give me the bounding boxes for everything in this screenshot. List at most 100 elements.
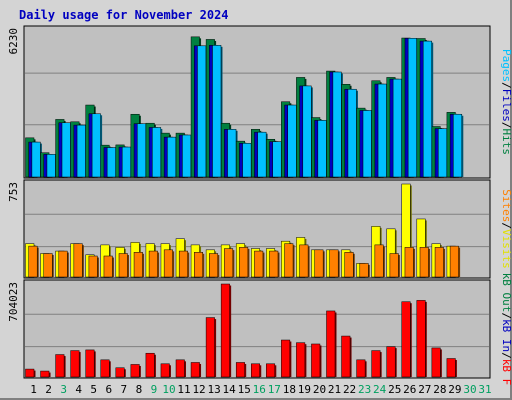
x-tick-label: 8: [136, 383, 143, 396]
bar-sites-day-6: [103, 255, 113, 278]
legend-item: Hits: [500, 129, 512, 156]
bar-kb-f-day-25: [386, 346, 396, 378]
legend-item: Pages: [500, 49, 512, 82]
bar-sites-day-5: [88, 255, 98, 278]
bar-kb-f-day-26: [401, 301, 411, 378]
x-tick-label: 27: [418, 383, 431, 396]
x-tick-label: 10: [162, 383, 175, 396]
x-tick-label: 26: [403, 383, 416, 396]
bar-sites-day-28: [434, 247, 444, 278]
bar-kb-f-day-4: [70, 350, 80, 378]
bar-kb-f-day-17: [266, 363, 276, 378]
legend-separator: /: [500, 122, 512, 129]
bar-sites-day-8: [133, 252, 143, 278]
bar-pages-day-29: [453, 113, 463, 178]
legend-separator: /: [500, 82, 512, 89]
bar-kb-f-day-23: [356, 359, 366, 378]
bar-kb-f-day-27: [416, 300, 426, 378]
legend-kb: kB Out/kB In/kB F: [500, 273, 512, 386]
bar-sites-day-9: [148, 250, 158, 278]
x-tick-label: 9: [151, 383, 158, 396]
bar-kb-f-day-14: [220, 283, 230, 378]
x-tick-label: 7: [121, 383, 128, 396]
bar-kb-f-day-18: [281, 339, 291, 378]
bar-pages-day-17: [272, 141, 282, 178]
bar-kb-f-day-15: [235, 362, 245, 378]
bar-kb-f-day-2: [40, 370, 50, 378]
bar-sites-day-15: [239, 247, 249, 278]
x-tick-label: 15: [238, 383, 251, 396]
bar-kb-f-day-5: [85, 349, 95, 378]
bar-sites-day-1: [28, 245, 38, 278]
bar-sites-day-27: [419, 247, 429, 278]
bar-pages-day-1: [31, 141, 41, 178]
bar-sites-day-2: [43, 253, 53, 278]
bar-pages-day-18: [287, 104, 297, 178]
x-tick-label: 23: [358, 383, 371, 396]
bar-sites-day-24: [374, 244, 384, 278]
bar-pages-day-14: [227, 129, 237, 178]
bar-pages-day-3: [61, 122, 71, 178]
legend-item: kB In: [500, 319, 512, 352]
panel-hits-files-pages: 6230 Pages/Files/Hits: [7, 25, 512, 179]
bar-kb-f-day-19: [296, 342, 306, 378]
x-tick-label: 2: [45, 383, 52, 396]
bar-sites-day-20: [314, 249, 324, 278]
bar-pages-day-19: [302, 85, 312, 178]
bar-kb-f-day-12: [190, 362, 200, 378]
bar-sites-day-7: [118, 253, 128, 278]
legend-visits-sites: Sites/Visits: [500, 189, 512, 269]
bar-pages-day-8: [137, 123, 146, 178]
bar-kb-f-day-20: [311, 343, 321, 378]
x-tick-label: 31: [478, 383, 491, 396]
panel-kb: 704023 kB Out/kB In/kB F: [7, 273, 512, 386]
chart-panels: 6230 Pages/Files/Hits 753 Sites/Visits70402…: [7, 25, 512, 386]
y-axis-max-label: 6230: [7, 28, 20, 55]
x-tick-label: 18: [283, 383, 296, 396]
legend-separator: /: [500, 352, 512, 359]
bar-pages-day-27: [422, 40, 432, 178]
x-tick-label: 14: [223, 383, 237, 396]
bar-pages-day-2: [46, 154, 56, 178]
x-tick-label: 21: [328, 383, 341, 396]
bar-kb-f-day-29: [446, 358, 456, 378]
bar-pages-day-20: [317, 120, 327, 178]
bar-pages-day-7: [121, 146, 131, 178]
bar-kb-f-day-24: [371, 350, 381, 378]
bar-sites-day-25: [389, 253, 399, 278]
bar-sites-day-23: [359, 263, 369, 278]
bar-pages-day-24: [377, 83, 387, 178]
bar-kb-f-day-9: [145, 352, 155, 378]
x-tick-label: 4: [75, 383, 82, 396]
bar-pages-day-5: [91, 113, 101, 178]
bar-sites-day-22: [344, 252, 354, 278]
x-tick-label: 20: [313, 383, 326, 396]
x-axis-labels: 1 2 3 4 5 6 7 8 9 10 11 12 13 14 15 16 17 18 19 20 21 22 23 24 2…: [30, 383, 491, 396]
x-tick-label: 22: [343, 383, 356, 396]
bar-sites-day-17: [269, 250, 279, 278]
x-tick-label: 5: [90, 383, 97, 396]
bar-pages-day-28: [438, 128, 447, 178]
bar-sites-day-26: [404, 247, 414, 278]
panel-visits-sites: 753 Sites/Visits: [7, 179, 512, 279]
bar-pages-day-21: [332, 71, 342, 178]
legend-hits-files-pages: Pages/Files/Hits: [500, 49, 512, 155]
bar-sites-day-19: [299, 244, 309, 278]
legend-separator: /: [500, 312, 512, 319]
bar-pages-day-10: [167, 136, 177, 178]
x-tick-label: 17: [268, 383, 281, 396]
bar-kb-f-day-10: [160, 363, 170, 378]
bar-pages-day-12: [197, 45, 207, 178]
bar-sites-day-18: [284, 243, 294, 278]
bar-kb-f-day-28: [431, 347, 441, 378]
bar-kb-f-day-3: [55, 354, 65, 378]
bar-kb-f-day-22: [341, 335, 351, 378]
bar-pages-day-6: [106, 147, 116, 178]
legend-separator: /: [500, 222, 512, 229]
bar-sites-day-10: [163, 249, 173, 278]
legend-item: Visits: [500, 229, 512, 269]
bar-kb-f-day-8: [130, 364, 140, 378]
x-tick-label: 29: [448, 383, 461, 396]
bar-sites-day-11: [178, 250, 188, 278]
